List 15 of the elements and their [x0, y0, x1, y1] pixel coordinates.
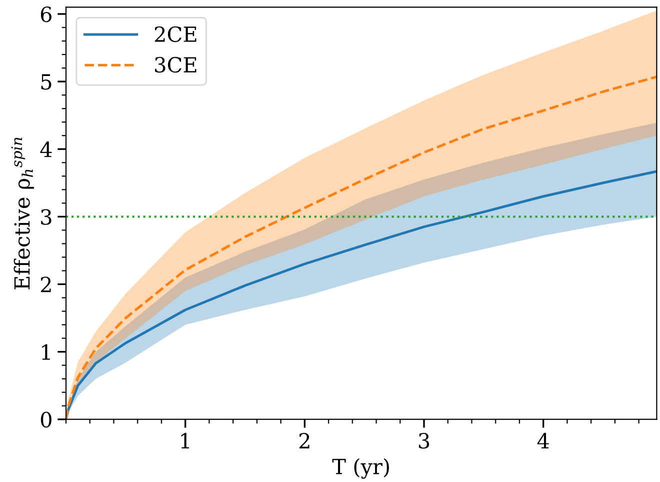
x-tick-label: 4 — [537, 432, 549, 448]
y-tick-label: 3 — [41, 209, 52, 225]
legend-label: 3CE — [155, 56, 196, 73]
x-tick-label: 1 — [181, 432, 189, 448]
y-tick-label: 4 — [40, 142, 52, 158]
x-tick-label: 2 — [299, 432, 310, 448]
x-tick-label: 3 — [418, 432, 430, 449]
y-tick-label: 0 — [40, 412, 52, 428]
y-tick-label: 5 — [41, 74, 52, 90]
y-tick-label: 2 — [40, 276, 51, 292]
y-tick-label: 1 — [42, 344, 50, 360]
y-axis-title: Effective ρ$_{h}$$^{spin}$ — [11, 138, 34, 290]
legend-label: 2CE — [154, 26, 196, 42]
y-tick-label: 6 — [40, 6, 52, 22]
x-axis-title: T (yr) — [332, 458, 389, 479]
